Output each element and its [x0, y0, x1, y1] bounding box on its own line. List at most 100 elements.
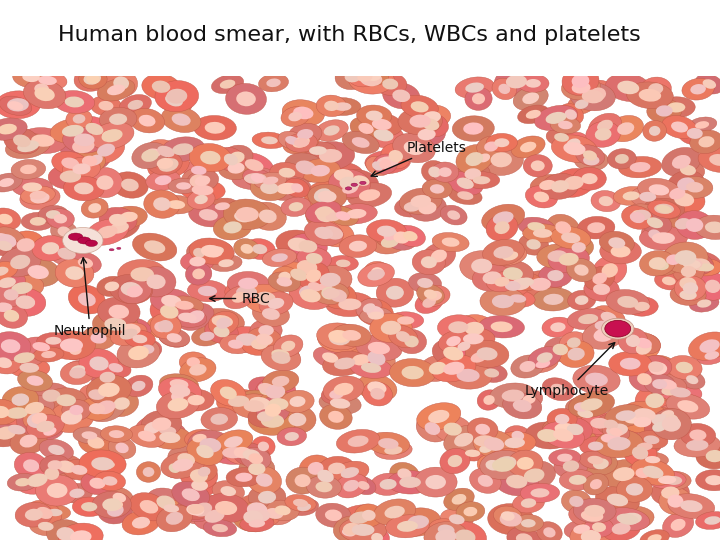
- Ellipse shape: [624, 415, 639, 423]
- Ellipse shape: [9, 357, 50, 378]
- Ellipse shape: [466, 152, 483, 166]
- Ellipse shape: [321, 384, 352, 404]
- Ellipse shape: [644, 198, 685, 219]
- Ellipse shape: [252, 302, 289, 326]
- Ellipse shape: [68, 233, 83, 240]
- Ellipse shape: [197, 445, 214, 458]
- Ellipse shape: [620, 358, 641, 369]
- Ellipse shape: [395, 226, 426, 247]
- Ellipse shape: [12, 282, 32, 294]
- Ellipse shape: [363, 123, 405, 148]
- Ellipse shape: [414, 467, 457, 497]
- Ellipse shape: [293, 499, 308, 507]
- Ellipse shape: [150, 288, 192, 313]
- Ellipse shape: [5, 288, 46, 316]
- Ellipse shape: [591, 191, 621, 212]
- Ellipse shape: [118, 259, 167, 289]
- Ellipse shape: [152, 417, 171, 430]
- Ellipse shape: [60, 339, 83, 352]
- Ellipse shape: [338, 299, 361, 310]
- Ellipse shape: [234, 211, 252, 222]
- Ellipse shape: [384, 446, 402, 455]
- Ellipse shape: [22, 71, 40, 82]
- Ellipse shape: [268, 272, 301, 292]
- Ellipse shape: [36, 507, 53, 519]
- Ellipse shape: [551, 227, 591, 249]
- Ellipse shape: [81, 472, 114, 495]
- Ellipse shape: [251, 339, 269, 349]
- Ellipse shape: [647, 534, 662, 540]
- Ellipse shape: [121, 179, 139, 191]
- Ellipse shape: [600, 433, 621, 443]
- Text: Platelets: Platelets: [372, 140, 467, 177]
- Ellipse shape: [199, 332, 215, 341]
- Ellipse shape: [118, 279, 152, 303]
- Ellipse shape: [648, 200, 680, 218]
- Ellipse shape: [667, 102, 685, 112]
- Ellipse shape: [211, 380, 246, 407]
- Ellipse shape: [642, 224, 667, 245]
- Ellipse shape: [359, 181, 366, 185]
- Ellipse shape: [218, 156, 254, 180]
- Ellipse shape: [94, 471, 125, 491]
- Ellipse shape: [12, 177, 53, 197]
- Ellipse shape: [397, 329, 426, 354]
- Ellipse shape: [622, 401, 667, 428]
- Ellipse shape: [479, 144, 523, 176]
- Ellipse shape: [130, 492, 168, 521]
- Ellipse shape: [618, 157, 662, 178]
- Ellipse shape: [555, 414, 570, 424]
- Ellipse shape: [705, 221, 720, 233]
- Ellipse shape: [334, 357, 355, 369]
- Ellipse shape: [699, 264, 714, 272]
- Ellipse shape: [599, 196, 613, 206]
- Ellipse shape: [180, 358, 216, 382]
- Ellipse shape: [631, 459, 675, 485]
- Ellipse shape: [546, 214, 580, 241]
- Ellipse shape: [288, 238, 310, 252]
- Ellipse shape: [261, 137, 278, 144]
- Ellipse shape: [214, 430, 253, 454]
- Ellipse shape: [696, 443, 720, 469]
- Ellipse shape: [0, 96, 32, 116]
- Ellipse shape: [583, 156, 600, 165]
- Ellipse shape: [492, 78, 517, 100]
- Ellipse shape: [592, 522, 606, 532]
- Ellipse shape: [569, 404, 602, 423]
- Ellipse shape: [188, 504, 204, 514]
- Ellipse shape: [63, 157, 101, 180]
- Ellipse shape: [608, 148, 636, 169]
- Ellipse shape: [0, 401, 40, 425]
- Ellipse shape: [386, 515, 429, 538]
- Ellipse shape: [50, 221, 78, 242]
- Ellipse shape: [649, 257, 666, 269]
- Ellipse shape: [188, 430, 233, 461]
- Ellipse shape: [300, 141, 336, 160]
- Ellipse shape: [167, 333, 181, 342]
- Ellipse shape: [0, 272, 25, 294]
- Ellipse shape: [265, 403, 281, 417]
- Ellipse shape: [189, 144, 232, 172]
- Ellipse shape: [278, 131, 306, 150]
- Ellipse shape: [492, 458, 515, 472]
- Ellipse shape: [666, 476, 682, 485]
- Ellipse shape: [645, 393, 665, 408]
- Ellipse shape: [256, 396, 290, 424]
- Ellipse shape: [564, 519, 599, 539]
- Ellipse shape: [125, 375, 153, 397]
- Ellipse shape: [293, 106, 313, 119]
- Ellipse shape: [448, 455, 462, 467]
- Ellipse shape: [232, 167, 279, 190]
- Ellipse shape: [451, 327, 495, 350]
- Ellipse shape: [553, 429, 573, 442]
- Ellipse shape: [0, 267, 9, 276]
- Ellipse shape: [156, 496, 175, 509]
- Ellipse shape: [288, 123, 322, 145]
- Ellipse shape: [10, 255, 30, 269]
- Ellipse shape: [592, 306, 626, 329]
- Ellipse shape: [320, 282, 356, 309]
- Ellipse shape: [96, 400, 115, 414]
- Ellipse shape: [168, 307, 207, 327]
- Ellipse shape: [193, 503, 212, 517]
- Ellipse shape: [644, 435, 660, 444]
